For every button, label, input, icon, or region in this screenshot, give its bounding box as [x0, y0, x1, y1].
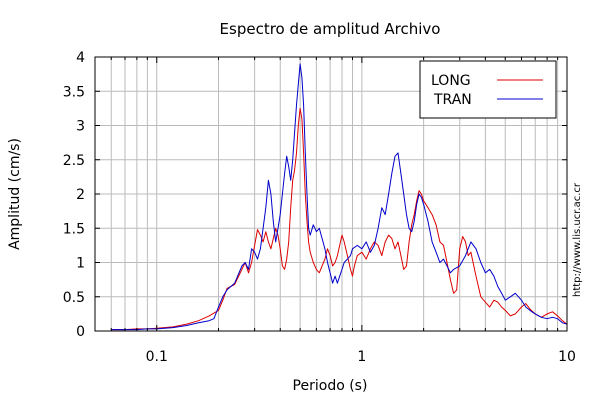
axis-ticks: 0 0.5 1 1.5 2 2.5 3 3.5 4 0.1 1 10: [63, 50, 576, 365]
legend-box: [419, 60, 557, 119]
legend-label-long: LONG: [431, 73, 471, 89]
y-tick-label: 1.5: [63, 221, 85, 237]
y-tick-label: 3.5: [63, 84, 85, 100]
legend: LONG TRAN: [419, 60, 557, 119]
y-axis-label: Amplitud (cm/s): [7, 138, 23, 250]
y-tick-label: 3: [76, 119, 85, 135]
x-tick-label: 0.1: [146, 349, 168, 365]
x-axis-label: Periodo (s): [293, 378, 368, 394]
y-tick-label: 1: [76, 256, 85, 272]
x-tick-label: 10: [558, 349, 576, 365]
y-tick-label: 2: [76, 187, 85, 203]
series-line-long: [111, 107, 568, 331]
chart-title: Espectro de amplitud Archivo: [220, 20, 441, 38]
y-tick-label: 4: [76, 50, 85, 66]
legend-label-tran: TRAN: [433, 92, 472, 108]
y-tick-label: 2.5: [63, 153, 85, 169]
series-line-tran: [111, 63, 568, 331]
y-tick-label: 0: [76, 324, 85, 340]
x-tick-label: 1: [357, 349, 366, 365]
y-tick-label: 0.5: [63, 290, 85, 306]
series-lines: [111, 63, 568, 331]
side-url-text: http://www.lis.ucr.ac.cr: [572, 182, 583, 297]
